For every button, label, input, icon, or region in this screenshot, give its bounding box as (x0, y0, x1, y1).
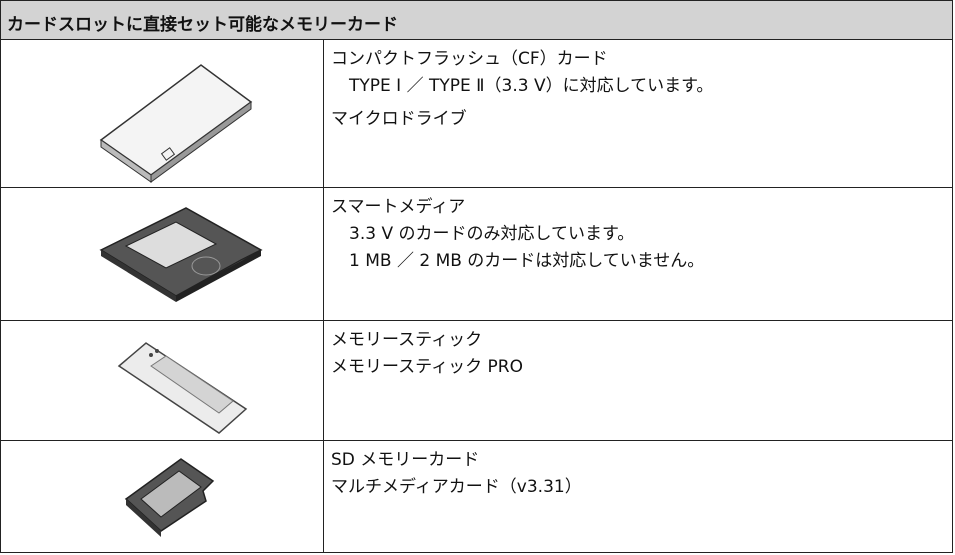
table-row: メモリースティック メモリースティック PRO (0, 321, 953, 441)
row-text: スマートメディア 3.3 V のカードのみ対応しています。 1 MB ／ 2 M… (331, 194, 704, 275)
card-name: スマートメディア (331, 197, 466, 217)
image-cell (1, 188, 324, 320)
row-text: SD メモリーカード マルチメディアカード（v3.31） (331, 447, 582, 501)
table-header: カードスロットに直接セット可能なメモリーカード (0, 0, 953, 40)
sd-card-illustration (124, 458, 215, 537)
row-text: メモリースティック メモリースティック PRO (331, 327, 523, 381)
card-note: TYPE Ⅰ ／ TYPE Ⅱ（3.3 V）に対応しています。 (349, 76, 714, 96)
table-title: カードスロットに直接セット可能なメモリーカード (7, 15, 398, 35)
card-note: 3.3 V のカードのみ対応しています。 (349, 224, 635, 244)
row-text: コンパクトフラッシュ（CF）カード TYPE Ⅰ ／ TYPE Ⅱ（3.3 V）… (331, 46, 713, 133)
image-cell (1, 40, 324, 187)
smartmedia-illustration (99, 207, 263, 302)
table-row: コンパクトフラッシュ（CF）カード TYPE Ⅰ ／ TYPE Ⅱ（3.3 V）… (0, 40, 953, 188)
image-cell (1, 441, 324, 552)
card-note: 1 MB ／ 2 MB のカードは対応していません。 (349, 251, 705, 271)
card-name: マルチメディアカード（v3.31） (331, 477, 582, 497)
table-row: SD メモリーカード マルチメディアカード（v3.31） (0, 441, 953, 553)
card-name: コンパクトフラッシュ（CF）カード (331, 49, 608, 69)
cf-card-illustration (99, 64, 253, 183)
memory-stick-illustration (117, 342, 248, 434)
card-name: メモリースティック (331, 330, 483, 350)
card-name: SD メモリーカード (331, 450, 480, 470)
table-row: スマートメディア 3.3 V のカードのみ対応しています。 1 MB ／ 2 M… (0, 188, 953, 321)
image-cell (1, 321, 324, 440)
card-name: マイクロドライブ (331, 109, 467, 129)
card-name: メモリースティック PRO (331, 357, 523, 377)
